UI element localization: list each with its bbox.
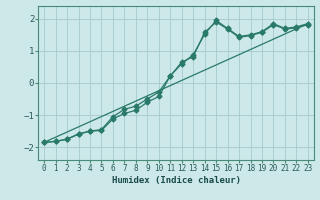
X-axis label: Humidex (Indice chaleur): Humidex (Indice chaleur) <box>111 176 241 185</box>
